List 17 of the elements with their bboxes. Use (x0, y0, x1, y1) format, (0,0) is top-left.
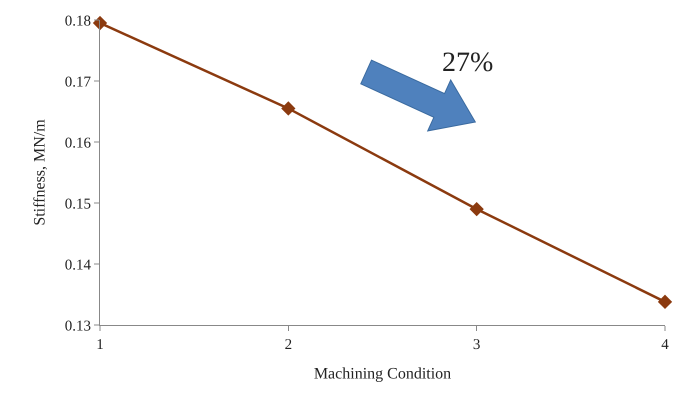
y-tick-label: 0.17 (64, 74, 92, 90)
x-tick-label: 4 (661, 337, 670, 353)
point (281, 101, 296, 116)
annotation: 27% (442, 47, 494, 78)
y-tick-label: 0.14 (64, 257, 92, 274)
x-tick-label: 1 (96, 337, 104, 353)
y-axis-title: Stiffness, MN/m (32, 118, 49, 226)
y-tick-label: 0.15 (64, 196, 91, 212)
point (658, 294, 672, 309)
point (470, 202, 484, 216)
x-tick-label: 3 (472, 337, 480, 353)
x-axis-title: Machining Condition (314, 366, 452, 383)
point (92, 16, 108, 30)
y-tick-label: 0.13 (64, 318, 91, 334)
y-tick-label: 0.18 (64, 13, 91, 30)
y-tick-label: 0.16 (64, 135, 92, 152)
x-tick-label: 2 (284, 337, 292, 353)
